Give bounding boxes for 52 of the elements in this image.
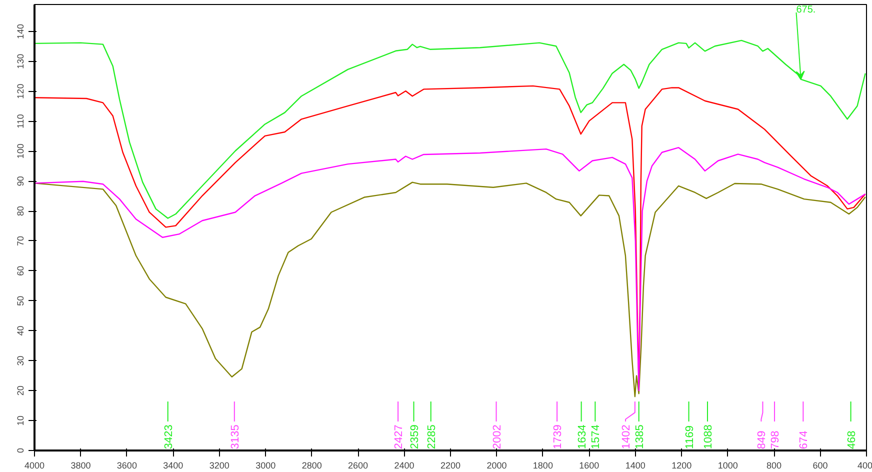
x-tick-label: 1400 — [625, 460, 646, 470]
ref-line-label: 1385 — [634, 424, 646, 450]
annotation: 675. — [796, 4, 816, 16]
ref-line-label: 849 — [756, 430, 768, 450]
x-tick-label: 3400 — [163, 460, 184, 470]
x-tick-label: 1000 — [718, 460, 738, 470]
y-tick-label: 110 — [16, 114, 26, 128]
y-tick-label: 70 — [16, 236, 26, 246]
y-tick-label: 50 — [16, 296, 26, 306]
ref-line-label: 1402 — [620, 424, 633, 450]
y-tick-label: 90 — [16, 176, 26, 186]
ref-line-label: 2002 — [491, 424, 504, 450]
ref-line-label: 1169 — [684, 426, 696, 450]
y-tick-label: 130 — [16, 54, 26, 69]
ref-line-label: 468 — [846, 430, 858, 450]
y-tick-label: 20 — [16, 386, 26, 396]
ref-line-label: 798 — [770, 430, 782, 450]
ref-line-label: 3423 — [162, 424, 175, 450]
x-tick-label: 2000 — [486, 460, 507, 470]
x-tick-label: 3600 — [116, 460, 137, 470]
ref-line-label: 2359 — [408, 424, 421, 450]
ref-line-label: 1088 — [702, 424, 714, 450]
x-tick-label: 400 — [857, 460, 872, 470]
y-tick-label: 10 — [16, 416, 26, 426]
x-tick-label: 2800 — [302, 460, 322, 470]
x-tick-label: 4000 — [24, 460, 45, 470]
x-tick-label: 2600 — [348, 460, 368, 470]
ref-line-label: 2427 — [393, 424, 406, 450]
y-tick-label: 80 — [16, 206, 26, 216]
ref-line-label: 2285 — [426, 424, 438, 450]
ref-line-label: 1634 — [576, 424, 588, 450]
x-tick-label: 3800 — [70, 460, 91, 470]
ref-line-label: 674 — [798, 430, 810, 450]
ref-line-label: 3135 — [229, 424, 242, 450]
x-tick-label: 2200 — [440, 460, 461, 470]
ref-line-label: 1574 — [590, 424, 602, 450]
ref-line-label: 1739 — [552, 424, 564, 450]
x-tick-label: 800 — [766, 460, 782, 470]
y-tick-label: 140 — [16, 24, 26, 39]
x-tick-label: 1600 — [579, 460, 600, 470]
x-tick-label: 600 — [812, 460, 828, 470]
y-tick-label: 100 — [16, 144, 26, 159]
x-tick-label: 3000 — [256, 460, 276, 470]
y-tick-label: 60 — [16, 266, 26, 276]
y-tick-label: 40 — [16, 326, 26, 336]
x-tick-label: 1200 — [672, 460, 692, 470]
x-tick-label: 2400 — [394, 460, 414, 470]
x-tick-label: 3200 — [209, 460, 230, 470]
y-tick-label: 120 — [16, 84, 26, 99]
y-tick-label: 30 — [16, 356, 26, 366]
x-tick-label: 1800 — [532, 460, 553, 470]
y-tick-label: 0 — [16, 448, 26, 454]
